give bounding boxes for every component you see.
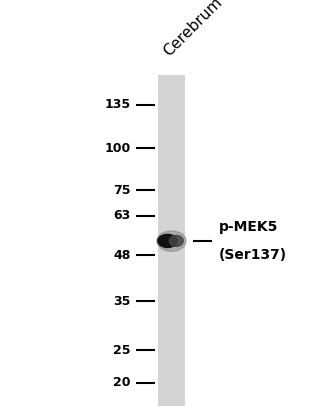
Ellipse shape [158,234,177,248]
Text: 75: 75 [114,184,131,197]
Text: 63: 63 [114,209,131,222]
Text: 35: 35 [114,295,131,308]
Text: 25: 25 [114,344,131,357]
Text: (Ser137): (Ser137) [219,248,287,261]
Ellipse shape [169,235,183,246]
Text: 100: 100 [105,142,131,155]
Text: 48: 48 [114,249,131,262]
FancyBboxPatch shape [158,75,185,406]
Text: Cerebrum: Cerebrum [161,0,225,59]
Text: 135: 135 [105,98,131,111]
Ellipse shape [157,231,186,251]
Text: 20: 20 [114,376,131,389]
Text: p-MEK5: p-MEK5 [219,220,279,234]
